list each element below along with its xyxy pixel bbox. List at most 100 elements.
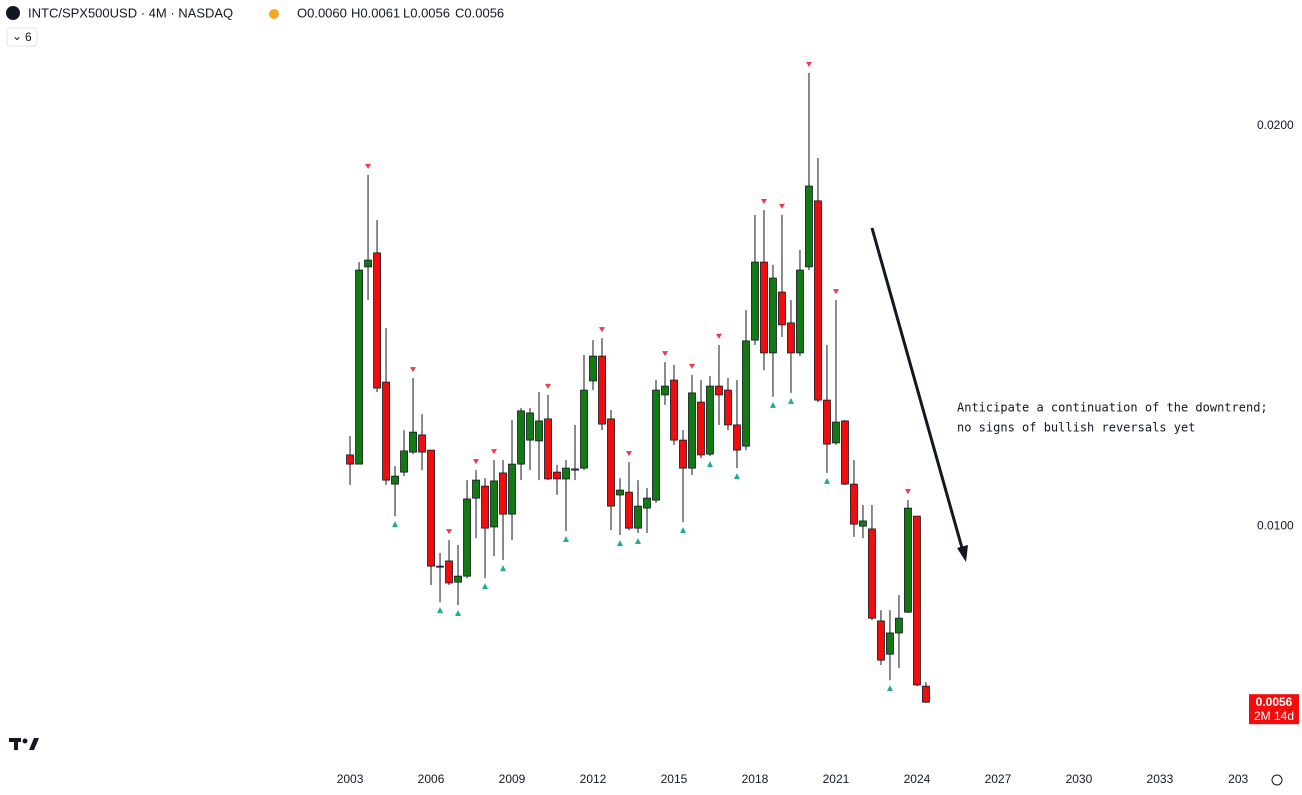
x-tick-label: 2006	[418, 772, 445, 786]
candle-body	[706, 385, 714, 455]
price-tag-value: 0.0056	[1256, 695, 1293, 709]
y-tick-label: 0.0200	[1257, 118, 1294, 132]
pivot-low	[787, 397, 794, 404]
ohlc-close: C0.0056	[455, 5, 504, 20]
x-tick-label: 2015	[661, 772, 688, 786]
pivot-low	[617, 539, 623, 546]
ohlc-low: L0.0056	[403, 5, 450, 20]
indicator-toggle[interactable]	[6, 27, 38, 47]
candle-body	[769, 277, 777, 354]
candle-body	[841, 420, 849, 485]
pivot-low	[455, 609, 462, 616]
pivot-high	[625, 451, 632, 457]
x-tick-label: 2003	[337, 772, 364, 786]
candle-body	[733, 424, 741, 451]
pivot-high	[661, 351, 668, 357]
candle-body	[472, 479, 480, 499]
candle-body	[679, 439, 687, 469]
candle-body	[445, 560, 453, 584]
candle-body	[742, 340, 750, 447]
candle-body	[526, 412, 534, 441]
pivot-low	[886, 685, 893, 692]
x-tick-label: 2024	[904, 772, 931, 786]
pivot-high	[473, 459, 480, 465]
pivot-low	[823, 477, 830, 484]
candle-body	[922, 685, 930, 703]
pivot-low	[482, 583, 489, 590]
candle-body	[346, 454, 354, 465]
pivot-low	[634, 537, 641, 544]
candle-body	[670, 379, 678, 441]
ohlc-open: O0.0060	[297, 5, 347, 20]
pivot-high	[446, 529, 453, 535]
pivot-high	[805, 61, 812, 67]
candle-body	[607, 418, 615, 507]
candle-body	[796, 269, 804, 354]
pivot-high	[832, 289, 839, 295]
ohlc-high: H0.0061	[351, 5, 400, 20]
annotation-line: Anticipate a continuation of the downtre…	[957, 401, 1268, 415]
candle-body	[634, 505, 642, 529]
pivot-low	[706, 461, 713, 468]
symbol-logo	[6, 6, 20, 20]
candle-body	[427, 449, 435, 567]
candle-body	[418, 434, 426, 453]
candle-body	[382, 381, 390, 481]
candle-body	[598, 355, 606, 425]
candle-body	[805, 185, 813, 268]
candle-body	[625, 491, 633, 529]
symbol: INTC/SPX500USD · 4M · NASDAQ	[28, 5, 233, 20]
candle-body	[814, 200, 822, 401]
candle-body	[643, 497, 651, 509]
candle-body	[787, 322, 795, 354]
x-tick-label: 2027	[985, 772, 1012, 786]
candle-body	[778, 291, 786, 326]
pivot-low	[679, 527, 686, 534]
candle-body	[499, 472, 507, 515]
candle-body	[760, 261, 768, 354]
x-tick-label: 2030	[1066, 772, 1093, 786]
candle-body	[832, 421, 840, 444]
candle-body	[409, 431, 417, 453]
candle-body	[580, 389, 588, 469]
candle-body	[913, 515, 921, 686]
candle-body	[895, 617, 903, 634]
toggle-arrow: ⌄	[12, 29, 22, 43]
candle-body	[454, 575, 462, 583]
candle-body	[886, 632, 894, 655]
x-tick-label: 2018	[742, 772, 769, 786]
pivot-high	[545, 383, 552, 389]
pivot-high	[760, 199, 767, 205]
x-tick-label: 2021	[823, 772, 850, 786]
candle-body	[850, 483, 858, 525]
candle-body	[364, 259, 372, 268]
pivot-low	[437, 607, 444, 614]
tv-logo	[9, 738, 39, 750]
settings-icon[interactable]	[1271, 774, 1283, 786]
candle-body	[571, 468, 579, 471]
pivot-high	[688, 363, 695, 369]
pivot-low	[733, 473, 740, 480]
candle-body	[373, 252, 381, 389]
candle-body	[877, 620, 885, 661]
indicator-count[interactable]: 6	[25, 30, 32, 44]
candle-body	[823, 399, 831, 445]
price-tag-countdown: 2M 14d	[1254, 709, 1294, 723]
pivot-low	[769, 401, 776, 408]
pivot-high	[904, 489, 911, 495]
candle-body	[508, 463, 516, 515]
candle-body	[553, 471, 561, 480]
x-tick-label: 203	[1228, 772, 1248, 786]
pivot-low	[500, 565, 507, 572]
candle-body	[544, 418, 552, 480]
candle-body	[517, 410, 525, 465]
trend-arrow	[870, 227, 964, 549]
x-tick-label: 2012	[580, 772, 607, 786]
trend-arrow-head	[957, 545, 968, 562]
price-tag	[1249, 694, 1299, 725]
candle-body	[859, 520, 867, 527]
pivot-high	[410, 367, 417, 373]
candle-body	[436, 565, 444, 568]
candle-body	[652, 389, 660, 501]
